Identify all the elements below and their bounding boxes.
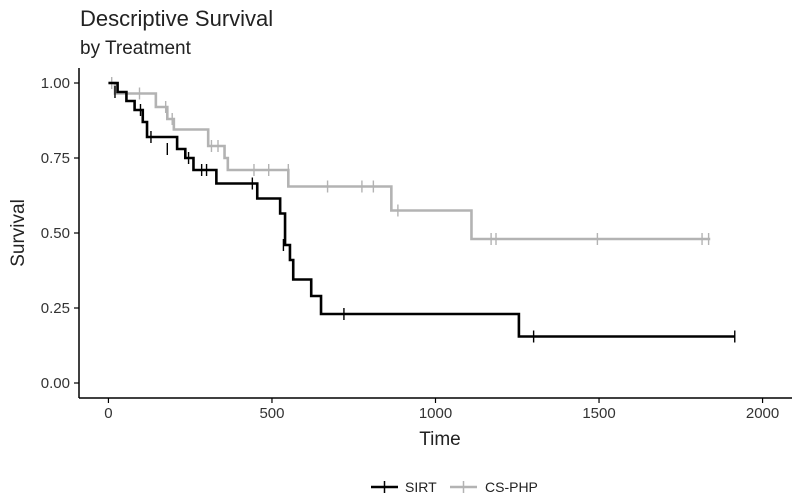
y-tick-label: 1.00 — [41, 75, 70, 92]
x-tick-label: 1500 — [582, 405, 615, 422]
y-tick-label: 0.75 — [41, 150, 70, 167]
survival-curve-cs-php — [108, 81, 711, 241]
y-axis-ticks: 0.00 0.25 0.50 0.75 1.00 — [41, 75, 79, 392]
series-cs-php — [108, 77, 711, 245]
x-tick-label: 2000 — [746, 405, 779, 422]
legend: SIRT CS-PHP — [371, 479, 538, 495]
y-tick-label: 0.50 — [41, 225, 70, 242]
x-tick-label: 500 — [259, 405, 284, 422]
legend-item-sirt: SIRT — [371, 479, 437, 495]
y-tick-label: 0.25 — [41, 300, 70, 317]
chart-subtitle: by Treatment — [80, 38, 192, 59]
y-axis-title: Survival — [8, 199, 29, 267]
chart-title: Descriptive Survival — [80, 6, 273, 31]
legend-label-cs-php: CS-PHP — [485, 479, 538, 495]
series-sirt — [108, 81, 736, 343]
y-tick-label: 0.00 — [41, 375, 70, 392]
x-tick-label: 0 — [104, 405, 112, 422]
legend-label-sirt: SIRT — [405, 479, 437, 495]
x-axis-ticks: 0 500 1000 1500 2000 — [104, 398, 779, 422]
x-axis-title: Time — [419, 429, 461, 450]
legend-item-cs-php: CS-PHP — [450, 479, 538, 495]
x-tick-label: 1000 — [419, 405, 452, 422]
plot-area — [108, 77, 736, 343]
survival-curve-sirt — [108, 81, 735, 338]
